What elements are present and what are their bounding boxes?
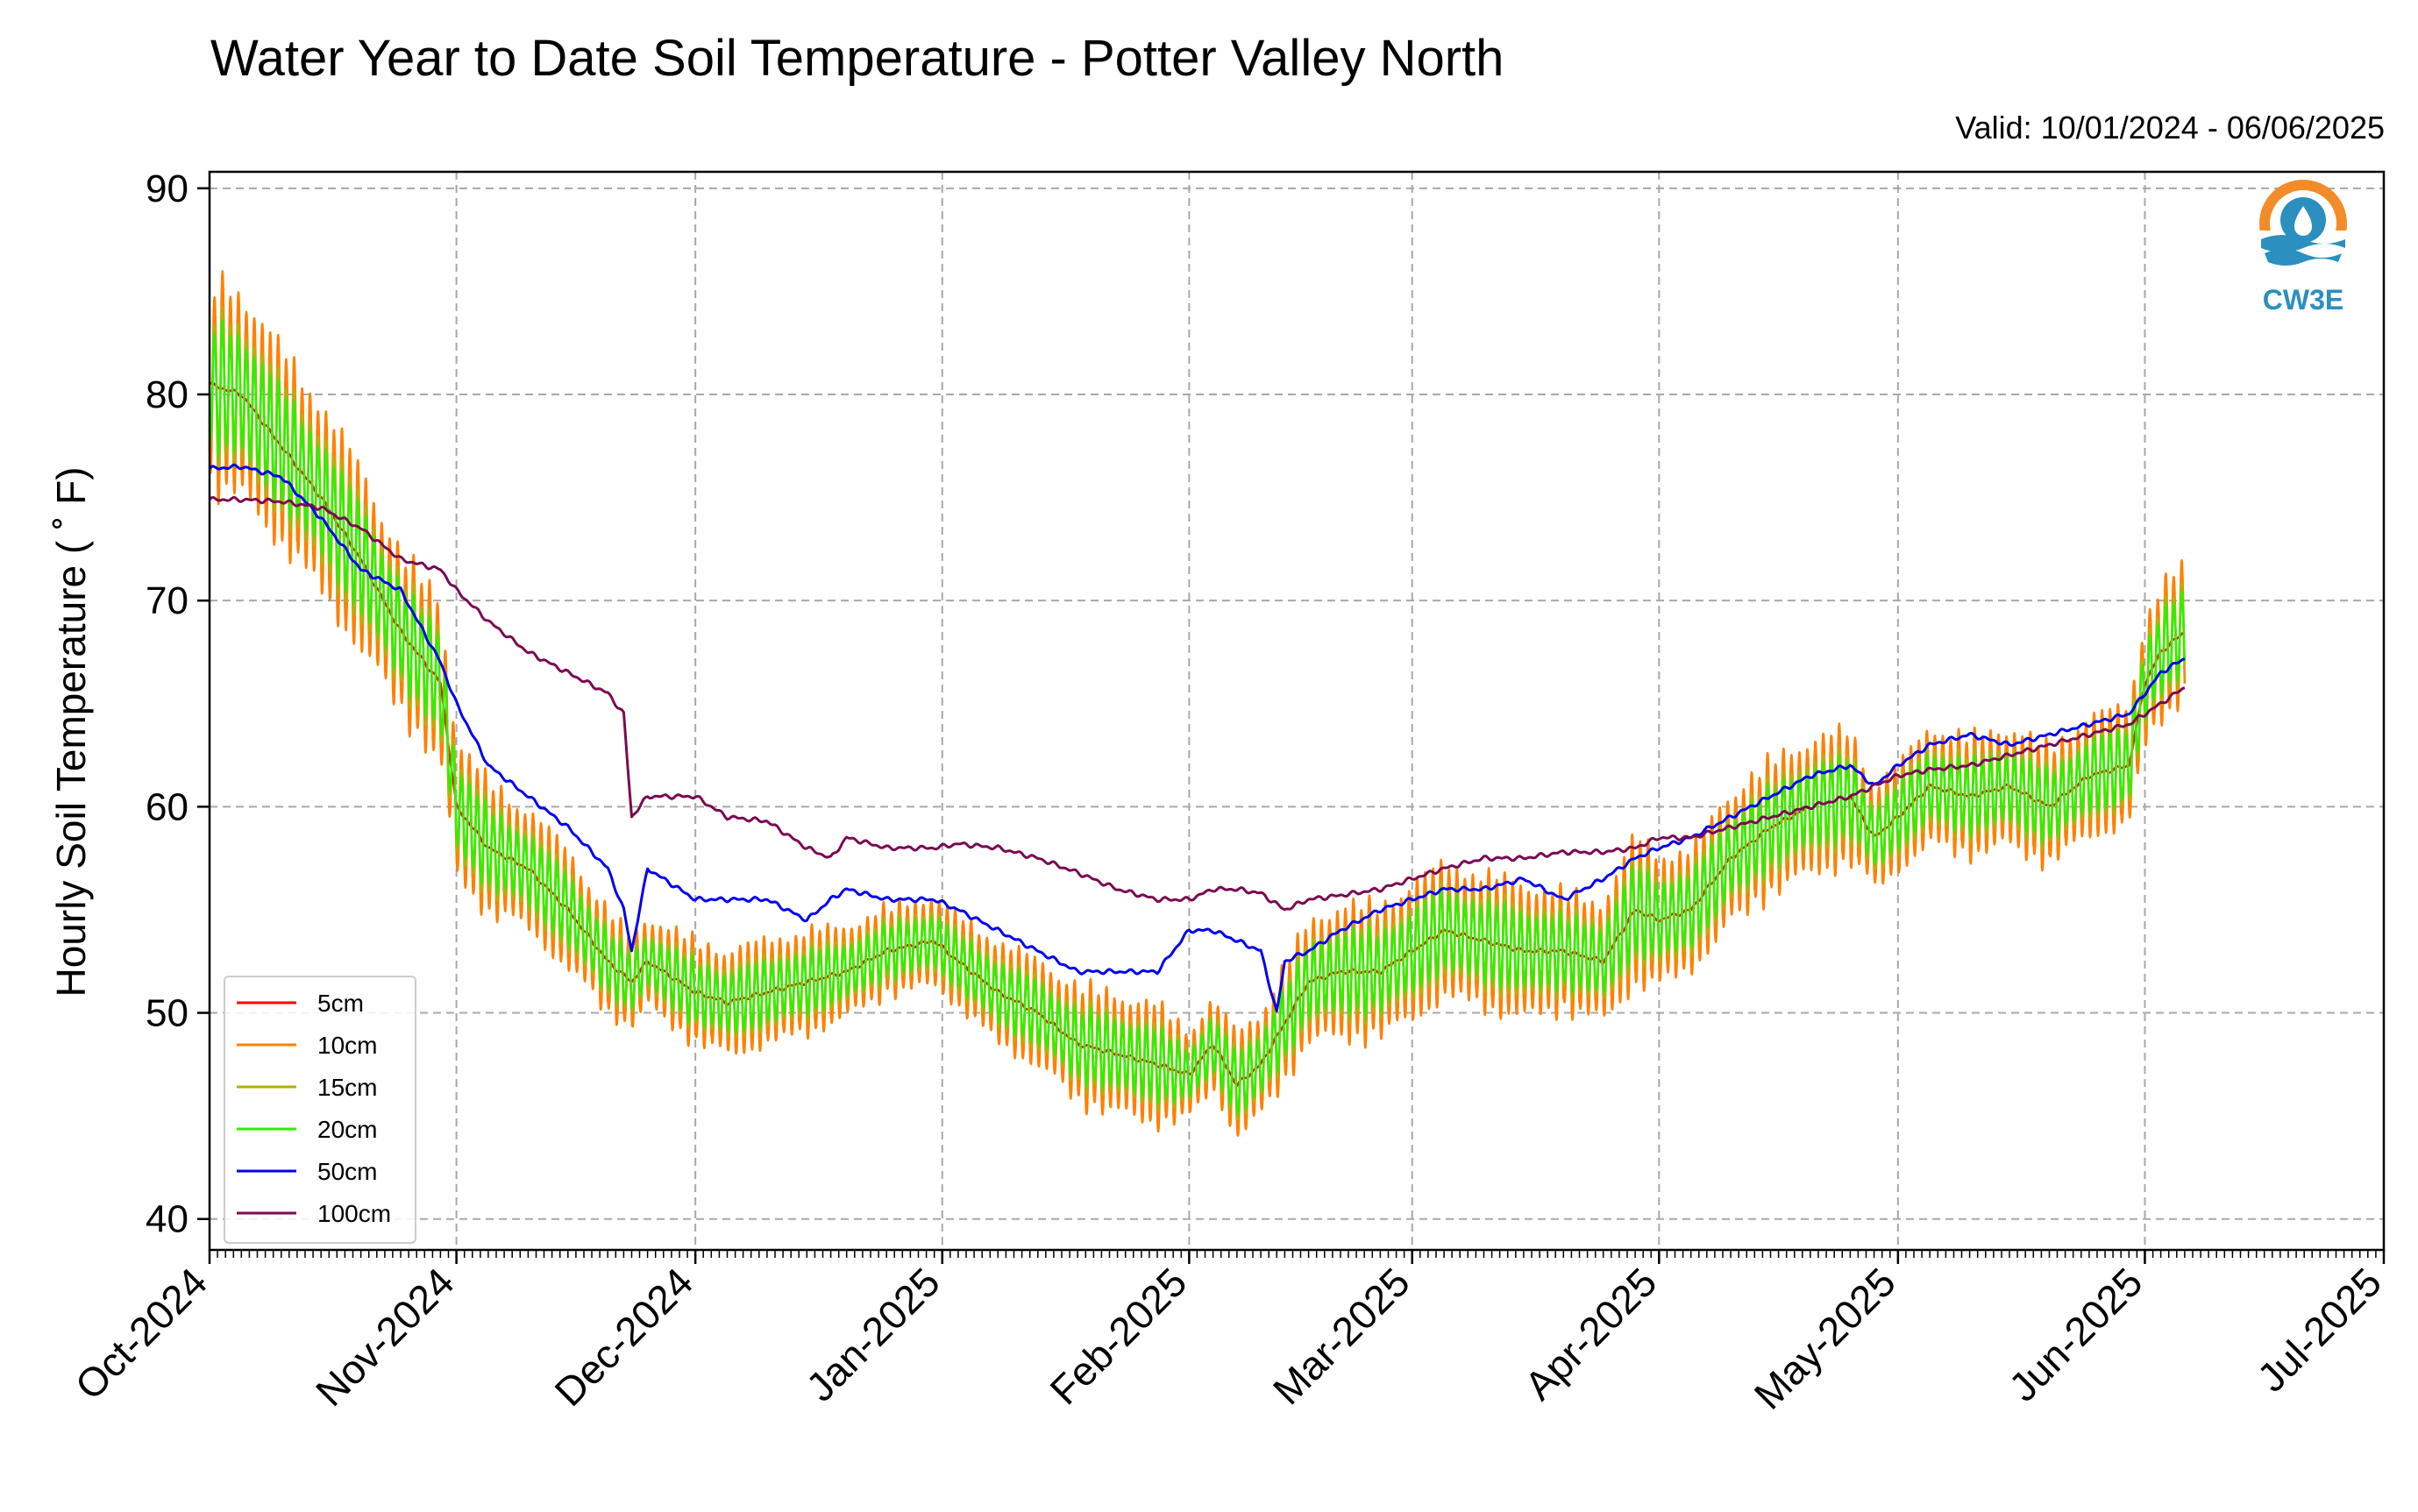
series-line-20cm: [208, 318, 2187, 1116]
legend-box: [224, 976, 416, 1244]
valid-date-range: Valid: 10/01/2024 - 06/06/2025: [1955, 110, 2385, 146]
legend-label-20cm: 20cm: [317, 1116, 377, 1143]
y-axis-label: Hourly Soil Temperature ( ˚ F): [48, 467, 94, 997]
x-tick-label: Mar-2025: [1264, 1259, 1419, 1413]
legend-label-50cm: 50cm: [317, 1158, 377, 1185]
logo-text: CW3E: [2263, 284, 2343, 316]
x-tick-label: Oct-2024: [67, 1259, 217, 1409]
x-tick-label: Feb-2025: [1041, 1259, 1195, 1413]
y-tick-label: 60: [146, 785, 188, 828]
x-tick-label: Apr-2025: [1516, 1259, 1666, 1409]
series-line-100cm: [208, 495, 2186, 912]
x-tick-label: Jan-2025: [797, 1259, 948, 1409]
legend-label-15cm: 15cm: [317, 1074, 377, 1101]
y-tick-label: 50: [146, 992, 188, 1035]
axes: [208, 170, 2386, 1252]
logo-drop-icon: [2294, 206, 2312, 236]
y-tick-label: 90: [146, 167, 188, 210]
series-line-10cm: [208, 270, 2187, 1137]
logo-wave-1: [2261, 235, 2345, 252]
cw3e-logo: CW3E: [2258, 180, 2349, 316]
gridlines: [209, 172, 2385, 1250]
x-tick-label: Jul-2025: [2249, 1259, 2391, 1401]
legend-label-10cm: 10cm: [317, 1032, 377, 1059]
x-tick-label: Jun-2025: [2000, 1259, 2151, 1409]
x-tick-label: Nov-2024: [307, 1259, 463, 1415]
y-tick-label: 80: [146, 373, 188, 416]
series-line-50cm: [208, 463, 2186, 1012]
series-lines: [208, 270, 2187, 1137]
legend-label-5cm: 5cm: [317, 990, 364, 1017]
logo-wave-2: [2265, 249, 2342, 266]
x-minor-ticks: [209, 1250, 2385, 1258]
y-tick-label: 40: [146, 1198, 188, 1241]
x-tick-label: May-2025: [1746, 1259, 1904, 1417]
series-line-15cm: [208, 305, 2187, 1121]
x-tick-label: Dec-2024: [545, 1259, 701, 1415]
legend-label-100cm: 100cm: [317, 1200, 391, 1227]
plot-frame: [208, 170, 2386, 1252]
y-tick-label: 70: [146, 579, 188, 622]
series-line-5cm: [209, 381, 2186, 1088]
legend: 5cm 10cm 15cm 20cm 50cm 100cm: [224, 976, 416, 1244]
chart-title: Water Year to Date Soil Temperature - Po…: [210, 30, 1504, 87]
